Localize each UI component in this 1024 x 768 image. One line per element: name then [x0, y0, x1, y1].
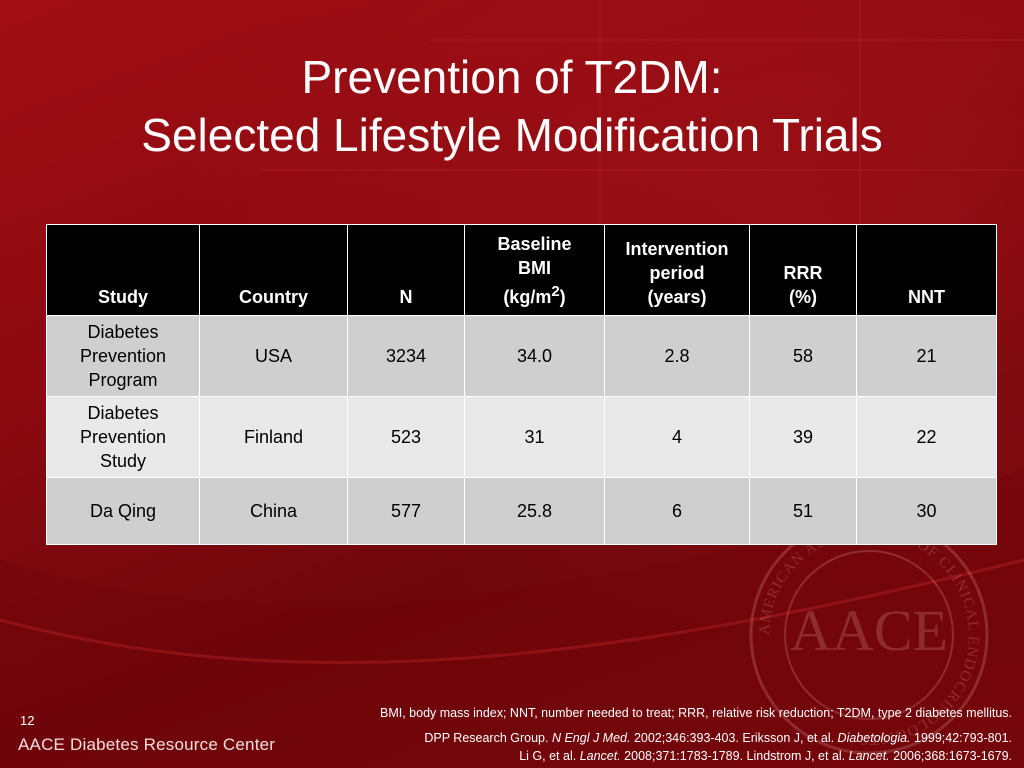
- references-footnote: DPP Research Group. N Engl J Med. 2002;3…: [424, 729, 1012, 765]
- header-rrr: RRR (%): [749, 224, 857, 316]
- cell-nnt: 21: [856, 315, 997, 397]
- abbreviations-footnote: BMI, body mass index; NNT, number needed…: [380, 706, 1012, 720]
- cell-nnt: 22: [856, 396, 997, 478]
- header-n: N: [347, 224, 465, 316]
- table-header-row: Study Country N Baseline BMI (kg/m2) Int…: [46, 224, 997, 316]
- page-number: 12: [20, 713, 35, 728]
- title-line-2: Selected Lifestyle Modification Trials: [141, 109, 883, 161]
- cell-study: Diabetes Prevention Study: [46, 396, 200, 478]
- trials-table: Study Country N Baseline BMI (kg/m2) Int…: [46, 224, 997, 545]
- cell-country: USA: [199, 315, 348, 397]
- reference-line-2: Li G, et al. Lancet. 2008;371:1783-1789.…: [519, 749, 1012, 763]
- cell-period: 6: [604, 477, 750, 545]
- cell-n: 577: [347, 477, 465, 545]
- seal-letters: AACE: [790, 598, 948, 663]
- header-intervention-period: Intervention period (years): [604, 224, 750, 316]
- header-country: Country: [199, 224, 348, 316]
- cell-bmi: 34.0: [464, 315, 605, 397]
- title-line-1: Prevention of T2DM:: [301, 51, 723, 103]
- header-nnt: NNT: [856, 224, 997, 316]
- cell-rrr: 58: [749, 315, 857, 397]
- slide-title: Prevention of T2DM: Selected Lifestyle M…: [0, 48, 1024, 164]
- header-baseline-bmi: Baseline BMI (kg/m2): [464, 224, 605, 316]
- cell-country: Finland: [199, 396, 348, 478]
- cell-period: 4: [604, 396, 750, 478]
- table-row: Da Qing China 577 25.8 6 51 30: [46, 477, 997, 545]
- cell-n: 3234: [347, 315, 465, 397]
- cell-bmi: 31: [464, 396, 605, 478]
- header-study: Study: [46, 224, 200, 316]
- reference-line-1: DPP Research Group. N Engl J Med. 2002;3…: [424, 731, 1012, 745]
- cell-rrr: 39: [749, 396, 857, 478]
- cell-n: 523: [347, 396, 465, 478]
- brand-footer: AACE Diabetes Resource Center: [18, 735, 276, 754]
- cell-country: China: [199, 477, 348, 545]
- cell-study: Da Qing: [46, 477, 200, 545]
- cell-period: 2.8: [604, 315, 750, 397]
- aace-seal-watermark: AMERICAN ASSOCIATION OF CLINICAL ENDOCRI…: [749, 515, 989, 755]
- cell-nnt: 30: [856, 477, 997, 545]
- table-row: Diabetes Prevention Study Finland 523 31…: [46, 396, 997, 478]
- cell-bmi: 25.8: [464, 477, 605, 545]
- cell-rrr: 51: [749, 477, 857, 545]
- cell-study: Diabetes Prevention Program: [46, 315, 200, 397]
- table-row: Diabetes Prevention Program USA 3234 34.…: [46, 315, 997, 397]
